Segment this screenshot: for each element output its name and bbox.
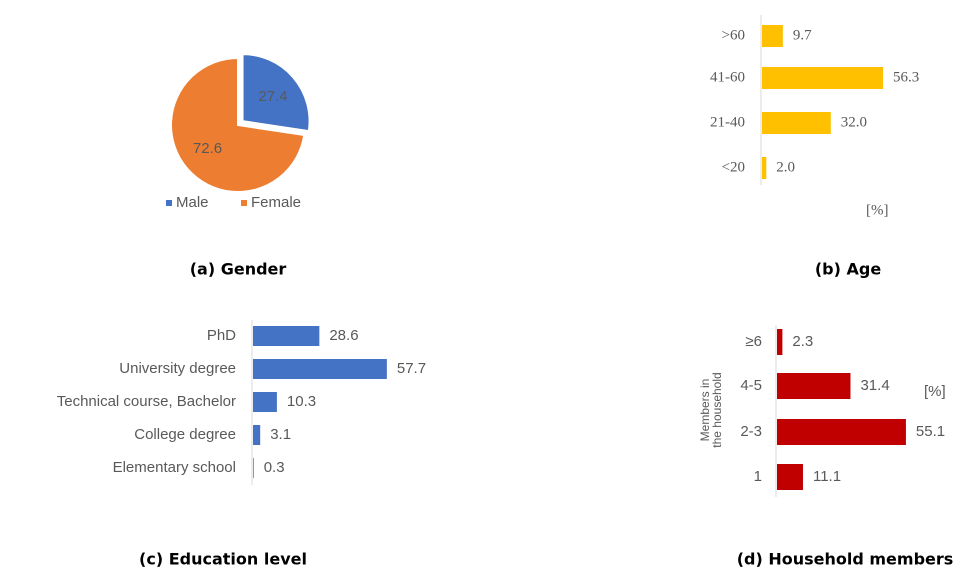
- value-label: 2.0: [776, 159, 795, 175]
- bar: [777, 464, 803, 490]
- value-label: 57.7: [397, 360, 426, 377]
- category-label: 1: [754, 468, 762, 485]
- legend-label: Male: [176, 194, 209, 211]
- category-label: Technical course, Bachelor: [57, 393, 236, 410]
- category-label: PhD: [207, 327, 236, 344]
- category-label: ≥6: [745, 333, 762, 350]
- category-label: 41-60: [710, 69, 745, 85]
- slice-label: 27.4: [258, 88, 287, 105]
- value-label: 2.3: [792, 333, 813, 350]
- value-label: 55.1: [916, 423, 945, 440]
- pie-slice: [170, 56, 306, 193]
- caption: (a) Gender: [190, 260, 287, 279]
- bar: [762, 112, 831, 134]
- value-label: 11.1: [813, 468, 841, 485]
- legend-label: Female: [251, 194, 301, 211]
- value-label: 31.4: [860, 377, 889, 394]
- category-label: Elementary school: [113, 459, 236, 476]
- bar: [253, 458, 254, 478]
- legend-swatch: [166, 200, 172, 206]
- bar: [762, 67, 884, 89]
- caption: (d) Household members: [737, 550, 954, 569]
- bar: [253, 359, 387, 379]
- caption: (c) Education level: [139, 550, 307, 569]
- y-axis-label: the household: [710, 372, 724, 447]
- category-label: >60: [722, 27, 745, 43]
- category-label: College degree: [134, 426, 236, 443]
- bar: [777, 373, 851, 399]
- category-label: University degree: [119, 360, 236, 377]
- bar: [762, 25, 783, 47]
- value-label: 56.3: [893, 69, 919, 85]
- bar: [777, 329, 783, 355]
- value-label: 32.0: [841, 114, 867, 130]
- unit-label: [%]: [924, 383, 946, 400]
- value-label: 10.3: [287, 393, 316, 410]
- category-label: 4-5: [740, 377, 762, 394]
- bar: [253, 425, 261, 445]
- category-label: <20: [722, 159, 745, 175]
- value-label: 3.1: [270, 426, 291, 443]
- pie-slice: [241, 53, 311, 133]
- caption: (b) Age: [815, 260, 881, 279]
- value-label: 0.3: [264, 459, 285, 476]
- bar: [777, 419, 906, 445]
- value-label: 9.7: [793, 27, 812, 43]
- category-label: 2-3: [740, 423, 762, 440]
- bar: [762, 157, 767, 179]
- value-label: 28.6: [329, 327, 358, 344]
- bar: [253, 392, 277, 412]
- slice-label: 72.6: [193, 140, 222, 157]
- category-label: 21-40: [710, 114, 745, 130]
- bar: [253, 326, 320, 346]
- unit-label: [%]: [866, 202, 889, 218]
- y-axis-label: Members in: [698, 379, 712, 442]
- legend-swatch: [241, 200, 247, 206]
